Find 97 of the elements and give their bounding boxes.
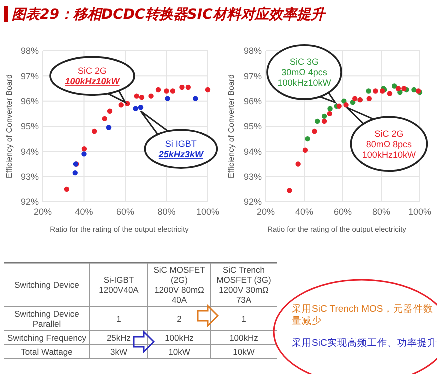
chart-title: 图表29：移相DCDC转换器SIC材料对应效率提升 <box>12 6 327 23</box>
text: 10kW <box>168 346 190 357</box>
point <box>138 105 144 110</box>
point <box>92 128 98 134</box>
text: Switching Device Parallel <box>14 308 80 329</box>
point <box>352 96 358 102</box>
annotation: 80mΩ 8pcs 100kHz10kW <box>362 139 416 160</box>
point <box>350 100 356 106</box>
text: 2 <box>177 314 182 324</box>
text: SiC 3G <box>290 57 320 68</box>
y-tick-label: 98% <box>244 46 262 56</box>
y-tick-label: 98% <box>20 46 39 56</box>
x-tick-label: 20% <box>256 207 276 217</box>
y-tick-label: 93% <box>244 172 262 182</box>
point <box>302 148 308 154</box>
point <box>327 111 333 117</box>
point <box>82 152 87 157</box>
point <box>193 96 198 102</box>
text: Si-IGBT 1200V40A <box>99 274 140 295</box>
text: SiC MOSFET (2G) 1200V 80mΩ 40A <box>154 264 206 305</box>
y-tick-label: 92% <box>20 197 39 208</box>
y-tick-label: 96% <box>20 96 39 106</box>
point <box>164 88 170 94</box>
point <box>133 106 138 112</box>
y-axis-title: Efficiency of Converter Board <box>5 74 14 178</box>
point <box>314 118 320 124</box>
point <box>296 162 301 167</box>
point <box>392 84 398 89</box>
y-tick-label: 96% <box>244 96 262 106</box>
text: 采用SiC实现高频工作、功率提升 <box>292 337 437 349</box>
point <box>64 186 70 192</box>
text: SiC Trench MOSFET (3G) 1200V 30mΩ 73A <box>216 264 272 305</box>
x-tick-label: 40% <box>295 207 314 217</box>
point <box>366 88 372 94</box>
text: Switching Frequency <box>8 332 88 343</box>
y-tick-label: 97% <box>20 71 39 82</box>
point <box>180 84 185 90</box>
point <box>344 102 349 108</box>
point <box>165 96 170 102</box>
x-tick-label: 60% <box>334 207 352 217</box>
point <box>170 88 176 94</box>
x-tick-label: 20% <box>34 207 52 217</box>
text: Si IGBT <box>165 139 198 150</box>
point <box>312 128 318 134</box>
annotation: 25kHz3kW <box>158 150 205 160</box>
point <box>412 87 417 93</box>
y-axis-title: Efficiency of Converter Board <box>227 74 236 178</box>
text: SiC 2G <box>78 66 108 76</box>
y-tick-label: 94% <box>20 146 39 157</box>
text: 10kW <box>233 346 255 357</box>
text: 3kW <box>110 346 128 357</box>
point <box>82 146 88 152</box>
y-tick-label: 97% <box>244 71 262 82</box>
text: 1 <box>116 314 122 324</box>
point <box>118 102 124 108</box>
point <box>387 91 393 96</box>
y-tick-label: 94% <box>244 146 262 157</box>
point <box>205 87 211 93</box>
point <box>186 84 192 90</box>
y-tick-label: 95% <box>244 122 262 132</box>
text: 100kHz <box>230 332 258 343</box>
point <box>107 108 113 114</box>
point <box>336 104 342 109</box>
text: Total Wattage <box>21 346 74 357</box>
point <box>106 125 112 130</box>
point <box>305 136 310 142</box>
y-tick-label: 92% <box>244 197 262 208</box>
point <box>148 94 154 99</box>
point <box>366 96 372 102</box>
annotation: 100kHz10kW <box>65 76 122 87</box>
point <box>328 106 333 112</box>
x-tick-label: 80% <box>372 207 391 217</box>
x-tick-label: 60% <box>116 207 135 217</box>
point <box>396 86 402 92</box>
point <box>402 86 407 92</box>
x-tick-label: 40% <box>75 207 94 217</box>
text: 采用SiC Trench MOS，元器件数量减少 <box>292 303 434 327</box>
annotation: 30mΩ 4pcs 100kHz10kW <box>278 68 332 88</box>
text: 1 <box>242 314 247 324</box>
x-tick-label: 100% <box>408 207 432 217</box>
text: Switching Device <box>14 280 80 290</box>
point <box>139 94 145 100</box>
text: SiC 2G <box>374 128 404 139</box>
text: 100kHz <box>165 332 194 343</box>
text: 25kHz <box>106 332 132 343</box>
y-tick-label: 95% <box>20 122 39 132</box>
x-tick-label: 100% <box>196 207 220 217</box>
point <box>72 170 78 176</box>
y-tick-label: 93% <box>20 172 39 182</box>
point <box>322 114 328 120</box>
point <box>156 87 162 93</box>
x-tick-label: 80% <box>158 207 176 217</box>
point <box>287 188 292 194</box>
point <box>322 118 328 124</box>
point <box>373 88 378 94</box>
point <box>102 116 108 122</box>
point <box>134 94 140 99</box>
